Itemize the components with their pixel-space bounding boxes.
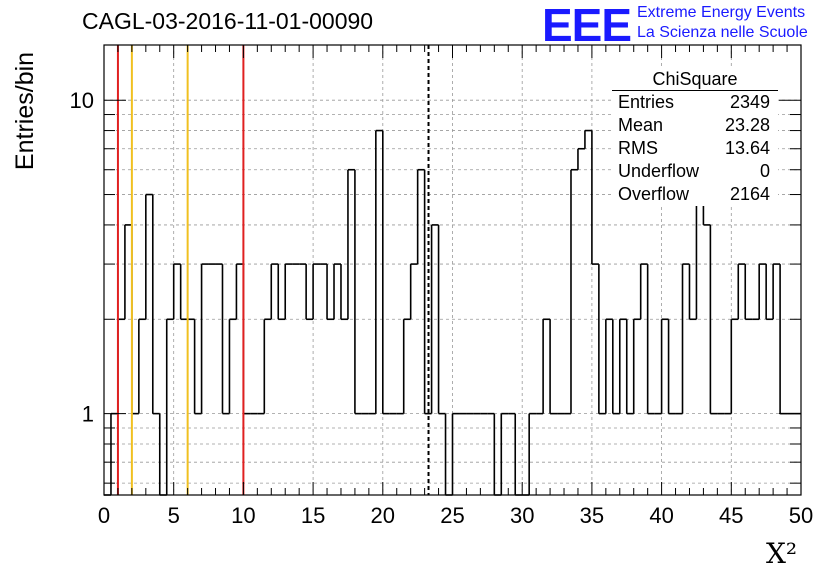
logo-line-2: La Scienza nelle Scuole <box>637 24 808 41</box>
x-tick-label: 20 <box>371 503 395 528</box>
x-tick-label: 5 <box>168 503 180 528</box>
x-tick-label: 30 <box>510 503 534 528</box>
x-tick-label: 15 <box>301 503 325 528</box>
stats-title: ChiSquare <box>612 68 778 91</box>
stats-label: Entries <box>618 92 675 112</box>
marker-lines <box>116 45 430 495</box>
stats-label: RMS <box>618 138 658 158</box>
stats-value: 23.28 <box>724 115 770 135</box>
x-tick-label: 35 <box>580 503 604 528</box>
x-tick-label: 10 <box>231 503 255 528</box>
x-tick-label: 45 <box>719 503 743 528</box>
stats-row-entries: Entries 2349 <box>612 91 778 114</box>
stats-label: Overflow <box>618 184 690 204</box>
stats-row-rms: RMS 13.64 <box>612 137 778 160</box>
chart-title: CAGL-03-2016-11-01-00090 <box>82 8 374 34</box>
axis-ticks <box>103 45 802 495</box>
y-axis-label: Entries/bin <box>11 51 39 171</box>
tick-labels: 0 5 10 15 20 25 30 35 40 45 50 1 10 <box>70 88 814 528</box>
stats-box: ChiSquare Entries 2349 Mean 23.28 RMS 13… <box>612 68 778 206</box>
stats-row-overflow: Overflow 2164 <box>612 183 778 206</box>
x-tick-label: 0 <box>98 503 110 528</box>
x-tick-label: 25 <box>440 503 464 528</box>
y-tick-label: 10 <box>70 88 94 113</box>
stats-row-mean: Mean 23.28 <box>612 114 778 137</box>
eee-logo: EEE <box>542 0 632 51</box>
stats-value: 13.64 <box>724 138 770 158</box>
histogram <box>104 129 801 496</box>
stats-row-underflow: Underflow 0 <box>612 160 778 183</box>
x-axis-label: X² <box>766 537 798 570</box>
stats-label: Mean <box>618 115 664 135</box>
stats-value: 2164 <box>729 184 770 204</box>
stats-value: 0 <box>759 161 770 181</box>
stats-value: 2349 <box>729 92 770 112</box>
stats-label: Underflow <box>618 161 700 181</box>
y-tick-label: 1 <box>82 402 94 427</box>
x-tick-label: 40 <box>649 503 673 528</box>
logo-line-1: Extreme Energy Events <box>637 4 806 21</box>
x-tick-label: 50 <box>789 503 813 528</box>
